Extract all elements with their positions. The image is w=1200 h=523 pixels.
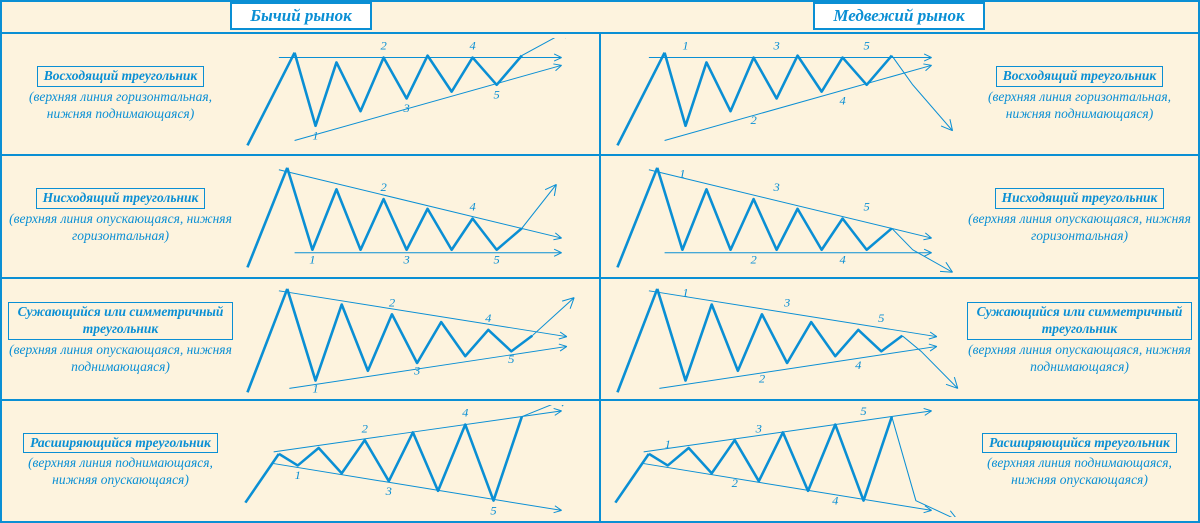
pattern-title: Расширяющийся треугольник [982,433,1177,454]
pattern-cell-bull-0: Восходящий треугольник(верхняя линия гор… [2,34,601,154]
svg-text:2: 2 [380,181,386,195]
svg-text:5: 5 [878,311,884,325]
svg-text:4: 4 [485,311,491,325]
svg-text:4: 4 [469,39,475,53]
svg-text:1: 1 [679,167,685,181]
svg-text:4: 4 [855,358,861,372]
pattern-chart: 1 2 3 4 5 [237,405,593,517]
pattern-cell-bull-3: Расширяющийся треугольник(верхняя линия … [2,401,601,521]
pattern-row-3: Расширяющийся треугольник(верхняя линия … [2,399,1198,521]
svg-text:3: 3 [402,102,409,116]
svg-text:3: 3 [385,484,392,498]
svg-text:2: 2 [759,371,765,385]
pattern-title: Расширяющийся треугольник [23,433,218,454]
svg-text:1: 1 [665,437,671,451]
pattern-cell-bear-0: Восходящий треугольник(верхняя линия гор… [601,34,1198,154]
svg-text:3: 3 [413,364,420,378]
pattern-cell-bull-2: Сужающийся или симметричный треугольник(… [2,279,601,399]
pattern-row-2: Сужающийся или симметричный треугольник(… [2,277,1198,399]
pattern-label: Нисходящий треугольник(верхняя линия опу… [8,188,233,245]
svg-text:1: 1 [682,286,688,300]
svg-text:1: 1 [312,381,318,395]
pattern-label: Восходящий треугольник(верхняя линия гор… [967,66,1192,123]
pattern-chart: 1 2 3 4 5 [237,38,593,150]
pattern-label: Сужающийся или симметричный треугольник(… [967,302,1192,376]
pattern-row-1: Нисходящий треугольник(верхняя линия опу… [2,154,1198,276]
pattern-title: Нисходящий треугольник [995,188,1165,209]
pattern-chart: 1 2 3 4 5 [607,38,963,150]
pattern-label: Нисходящий треугольник(верхняя линия опу… [967,188,1192,245]
pattern-cell-bear-1: Нисходящий треугольник(верхняя линия опу… [601,156,1198,276]
svg-text:3: 3 [755,421,762,435]
pattern-label: Восходящий треугольник(верхняя линия гор… [8,66,233,123]
svg-text:2: 2 [750,113,756,127]
svg-text:5: 5 [508,352,514,366]
svg-text:4: 4 [832,494,838,508]
svg-text:4: 4 [839,94,845,108]
pattern-cell-bear-3: Расширяющийся треугольник(верхняя линия … [601,401,1198,521]
diagram-outer: Бычий рынок Медвежий рынок Восходящий тр… [0,0,1200,523]
pattern-desc: (верхняя линия поднимающаяся, нижняя опу… [987,455,1172,487]
svg-text:1: 1 [682,39,688,53]
pattern-title: Сужающийся или симметричный треугольник [8,302,233,340]
svg-text:4: 4 [469,200,475,214]
svg-text:5: 5 [494,88,500,102]
svg-text:3: 3 [772,181,779,195]
svg-text:2: 2 [362,421,368,435]
svg-text:1: 1 [295,468,301,482]
svg-text:3: 3 [402,253,409,267]
pattern-chart: 1 2 3 4 5 [237,283,593,395]
pattern-desc: (верхняя линия опускающаяся, нижняя подн… [9,342,232,374]
svg-text:2: 2 [380,39,386,53]
pattern-label: Сужающийся или симметричный треугольник(… [8,302,233,376]
svg-text:5: 5 [864,39,870,53]
svg-text:5: 5 [860,405,866,418]
pattern-desc: (верхняя линия опускающаяся, нижняя гори… [9,211,232,243]
svg-text:4: 4 [839,253,845,267]
svg-text:2: 2 [732,476,738,490]
pattern-cell-bull-1: Нисходящий треугольник(верхняя линия опу… [2,156,601,276]
pattern-desc: (верхняя линия поднимающаяся, нижняя опу… [28,455,213,487]
bear-header: Медвежий рынок [813,2,984,30]
pattern-title: Восходящий треугольник [37,66,204,87]
pattern-desc: (верхняя линия опускающаяся, нижняя гори… [968,211,1191,243]
svg-text:1: 1 [309,253,315,267]
bull-header-cell: Бычий рынок [2,2,600,32]
pattern-title: Сужающийся или симметричный треугольник [967,302,1192,340]
pattern-chart: 1 2 3 4 5 [607,160,963,272]
bull-header: Бычий рынок [230,2,372,30]
svg-text:3: 3 [772,39,779,53]
pattern-desc: (верхняя линия опускающаяся, нижняя подн… [968,342,1191,374]
pattern-row-0: Восходящий треугольник(верхняя линия гор… [2,32,1198,154]
pattern-desc: (верхняя линия горизонтальная, нижняя по… [988,89,1171,121]
svg-text:1: 1 [312,129,318,143]
svg-text:4: 4 [462,406,468,420]
pattern-cell-bear-2: Сужающийся или симметричный треугольник(… [601,279,1198,399]
svg-text:3: 3 [783,295,790,309]
svg-text:5: 5 [864,200,870,214]
pattern-title: Нисходящий треугольник [36,188,206,209]
bear-header-cell: Медвежий рынок [600,2,1198,32]
pattern-chart: 1 2 3 4 5 [607,283,963,395]
pattern-chart: 1 2 3 4 5 [607,405,963,517]
pattern-label: Расширяющийся треугольник(верхняя линия … [8,433,233,490]
svg-text:2: 2 [389,295,395,309]
svg-text:5: 5 [494,253,500,267]
svg-text:5: 5 [490,503,496,517]
pattern-title: Восходящий треугольник [996,66,1163,87]
pattern-desc: (верхняя линия горизонтальная, нижняя по… [29,89,212,121]
pattern-label: Расширяющийся треугольник(верхняя линия … [967,433,1192,490]
svg-text:2: 2 [750,253,756,267]
header-row: Бычий рынок Медвежий рынок [2,2,1198,32]
pattern-chart: 1 2 3 4 5 [237,160,593,272]
